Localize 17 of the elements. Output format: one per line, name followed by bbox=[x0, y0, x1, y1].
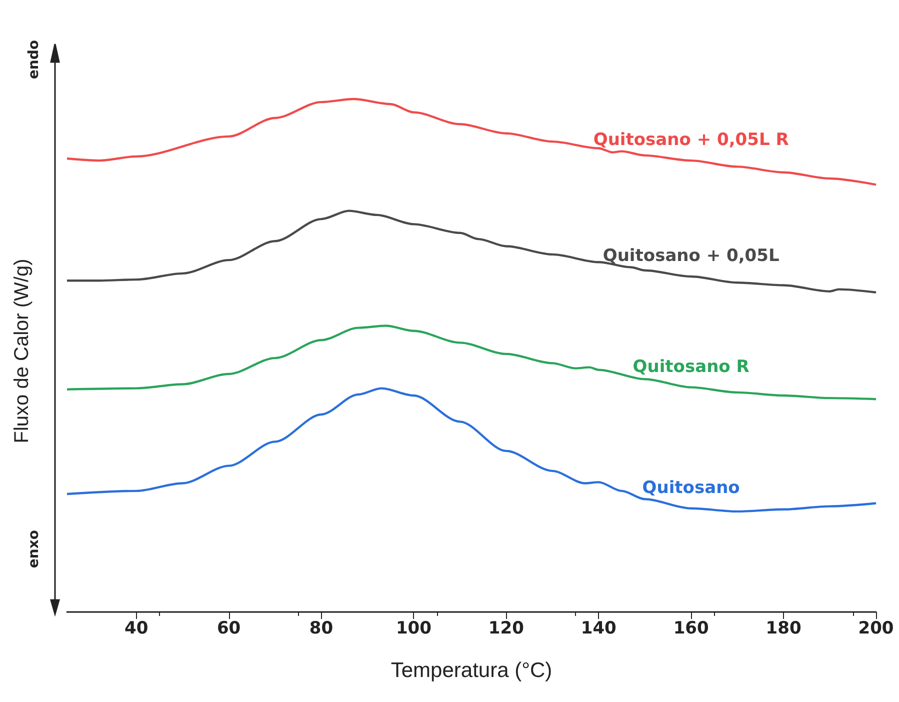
x-tick-label: 160 bbox=[673, 618, 709, 638]
x-tick-label: 80 bbox=[309, 618, 334, 638]
x-tick-label: 200 bbox=[858, 618, 894, 638]
series-label: Quitosano + 0,05L bbox=[602, 246, 780, 266]
y-axis-title: Fluxo de Calor (W/g) bbox=[11, 258, 33, 444]
x-tick-label: 60 bbox=[216, 618, 241, 638]
text: enxo bbox=[26, 530, 42, 568]
x-tick-label: 180 bbox=[766, 618, 802, 638]
x-tick-label: 140 bbox=[580, 618, 617, 638]
series-label: Quitosano bbox=[642, 478, 740, 498]
x-tick-label: 120 bbox=[488, 618, 524, 638]
x-tick-label: 100 bbox=[396, 618, 432, 638]
text: endo bbox=[26, 40, 42, 80]
x-axis-title: Temperatura (°C) bbox=[390, 659, 552, 682]
series-label: Quitosano + 0,05L R bbox=[593, 130, 789, 150]
series-label: Quitosano R bbox=[632, 356, 750, 377]
x-tick-label: 40 bbox=[124, 618, 148, 638]
